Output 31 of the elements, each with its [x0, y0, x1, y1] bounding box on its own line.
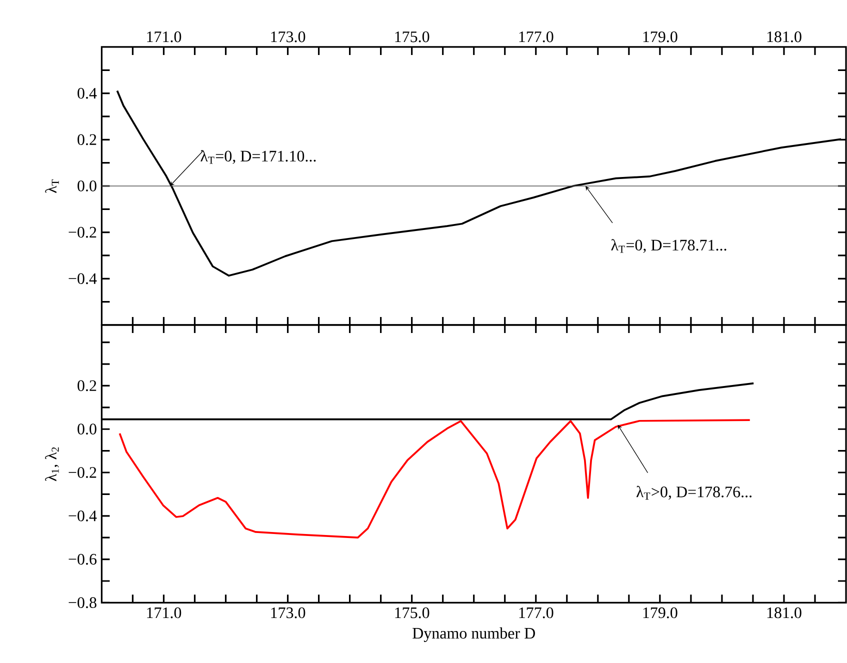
y-tick-label: 0.4 — [78, 88, 97, 99]
annotation: λ$_{T}$=0, D=178.71... — [611, 239, 726, 253]
x-tick-label: 179.0 — [643, 607, 678, 618]
x-tick-label: 173.0 — [271, 31, 306, 42]
y-tick-label: 0.0 — [78, 424, 96, 435]
line-series — [116, 90, 842, 277]
line-series — [118, 419, 751, 539]
x-tick-label: 179.0 — [643, 31, 678, 42]
y-tick-label: −0.2 — [68, 467, 96, 478]
annotation: λ$_{T}$>0, D=178.76... — [636, 486, 752, 500]
y-tick-label: 0.2 — [78, 380, 96, 392]
annotation: λ$_{T}$=0, D=171.10... — [200, 150, 316, 164]
x-axis-title: Dynamo number D — [412, 627, 535, 642]
x-tick-label: 175.0 — [395, 31, 430, 42]
y-tick-label: −0.8 — [68, 597, 96, 608]
x-tick-label: 171.0 — [147, 607, 182, 618]
x-tick-label: 175.0 — [395, 607, 430, 618]
y-tick-label: 0.2 — [78, 134, 96, 146]
x-tick-label: 177.0 — [519, 31, 554, 42]
y-axis-title: λ$_{1}$, λ$_{2}$ — [45, 447, 59, 482]
x-tick-label: 177.0 — [519, 607, 554, 618]
y-tick-label: −0.6 — [68, 554, 97, 565]
x-tick-label: 181.0 — [767, 607, 802, 618]
y-tick-label: −0.2 — [68, 226, 96, 238]
x-tick-label: 171.0 — [147, 31, 182, 42]
y-tick-label: −0.4 — [68, 273, 97, 284]
x-tick-label: 181.0 — [767, 31, 802, 42]
y-axis-title: λ$_{T}$ — [45, 179, 59, 194]
x-tick-label: 173.0 — [271, 607, 306, 618]
y-tick-label: −0.4 — [68, 510, 97, 522]
y-tick-label: 0.0 — [78, 180, 96, 192]
